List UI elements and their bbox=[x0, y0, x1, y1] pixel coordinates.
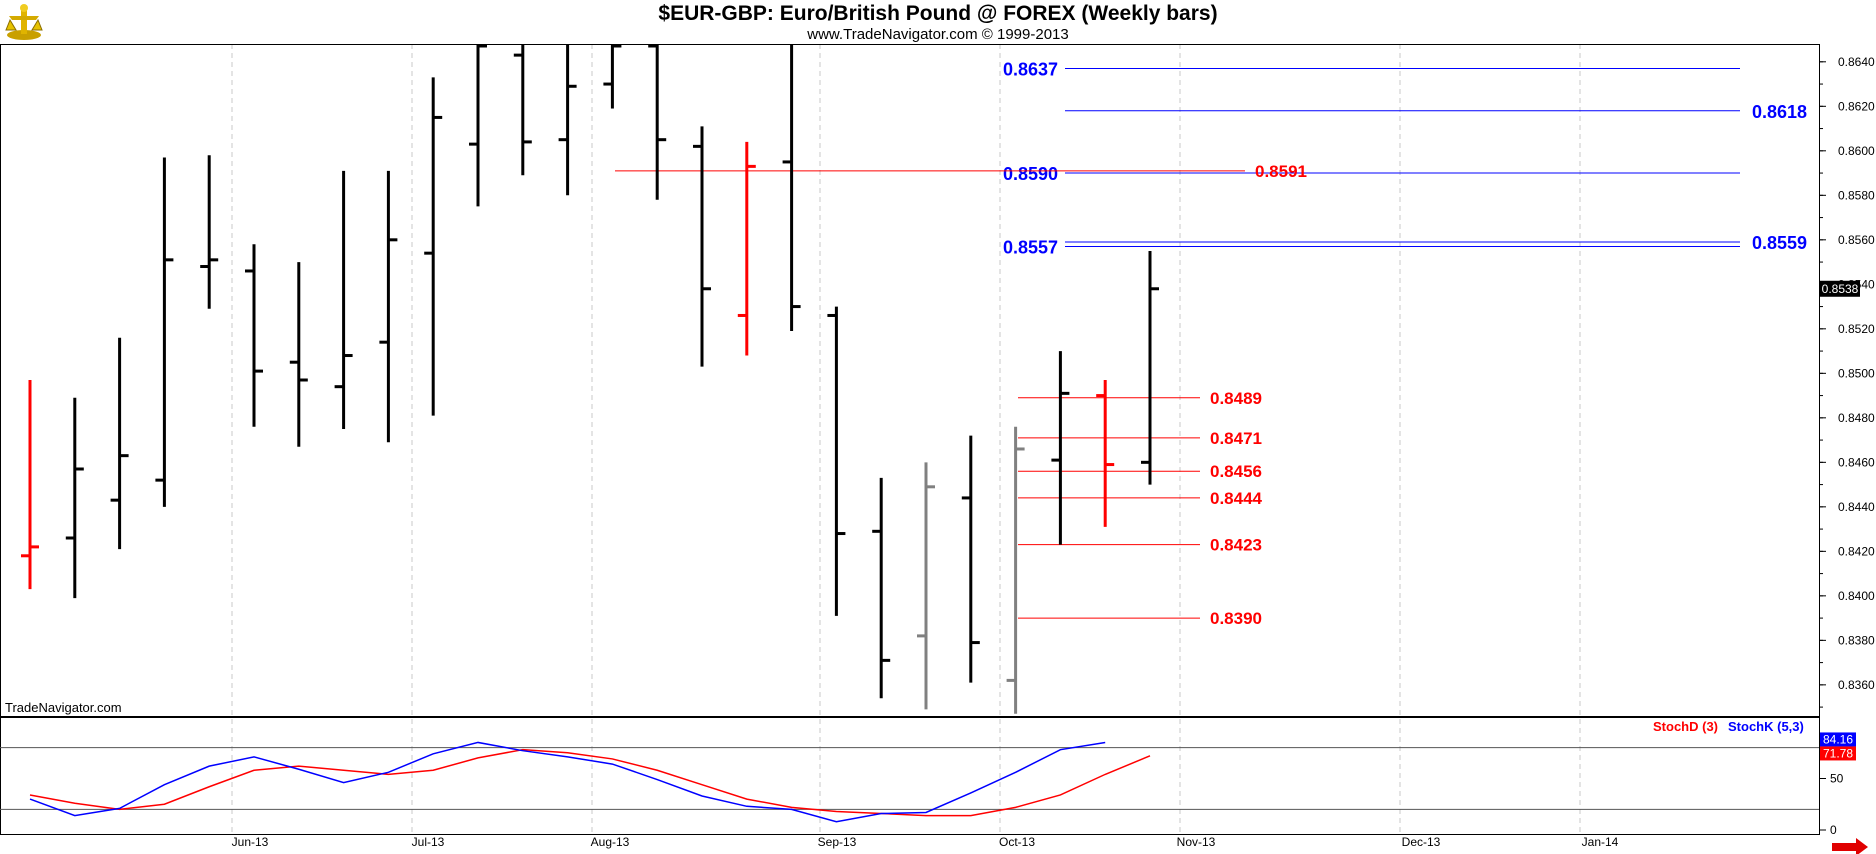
ohlc-bar-2 bbox=[110, 337, 129, 550]
price-tick-label-6: 0.8480 bbox=[1838, 411, 1875, 425]
price-tick-label-3: 0.8420 bbox=[1838, 544, 1875, 558]
red-level-label-6: 0.8390 bbox=[1210, 609, 1262, 628]
ohlc-bar-21 bbox=[961, 435, 980, 683]
ohlc-bar-19 bbox=[872, 477, 891, 699]
current-price-marker bbox=[1820, 280, 1860, 297]
price-tick-label-14: 0.8640 bbox=[1838, 55, 1875, 69]
time-label-5: Nov-13 bbox=[1177, 835, 1216, 849]
price-tick-label-13: 0.8620 bbox=[1838, 99, 1875, 113]
ohlc-bar-5 bbox=[245, 244, 263, 427]
time-axis: Jun-13 Jul-13 Aug-13 Sep-13 Oct-13 Nov-13 Dec-… bbox=[232, 835, 1868, 854]
red-level-label-2: 0.8471 bbox=[1210, 429, 1262, 448]
ohlc-bar-15 bbox=[693, 126, 711, 367]
time-label-0: Jun-13 bbox=[232, 835, 269, 849]
stoch-k-value-badge bbox=[1820, 732, 1856, 747]
price-tick-label-11: 0.8580 bbox=[1838, 188, 1875, 202]
blue-level-label-0: 0.8637 bbox=[1003, 59, 1058, 79]
red-level-label-4: 0.8444 bbox=[1210, 489, 1263, 508]
stoch-tick-label-1: 50 bbox=[1830, 772, 1844, 786]
price-tick-label-2: 0.8400 bbox=[1838, 589, 1875, 603]
red-level-label-0: 0.8591 bbox=[1255, 162, 1307, 181]
ohlc-bar-25 bbox=[1141, 250, 1159, 485]
panel-frames bbox=[0, 44, 1820, 835]
ohlc-bar-6 bbox=[289, 262, 308, 447]
blue-level-label-1: 0.8618 bbox=[1752, 102, 1807, 122]
price-tick-label-8: 0.8520 bbox=[1838, 322, 1875, 336]
price-axis: 0.8360 0.8380 0.8400 0.8420 0.8440 0.8460 0.84… bbox=[1819, 55, 1875, 708]
price-chart: 0.8637 0.8618 0.8590 0.8557 0.8559 0.8591 0.84… bbox=[0, 44, 1875, 854]
ohlc-bar-0 bbox=[21, 380, 39, 590]
price-tick-label-1: 0.8380 bbox=[1838, 633, 1875, 647]
stoch-d-value-label: 71.78 bbox=[1823, 746, 1853, 760]
ohlc-bar-22 bbox=[1006, 426, 1025, 714]
time-label-4: Oct-13 bbox=[999, 835, 1035, 849]
ohlc-bar-14 bbox=[648, 44, 667, 200]
ohlc-bar-20 bbox=[917, 462, 935, 710]
ohlc-bar-17 bbox=[782, 45, 801, 332]
ohlc-bars bbox=[21, 44, 1159, 714]
red-level-label-3: 0.8456 bbox=[1210, 462, 1262, 481]
watermark: TradeNavigator.com bbox=[5, 700, 122, 715]
blue-level-label-4: 0.8559 bbox=[1752, 233, 1807, 253]
level-lines: 0.8637 0.8618 0.8590 0.8557 0.8559 0.8591 0.84… bbox=[615, 59, 1807, 628]
stoch-d-line bbox=[29, 748, 1151, 817]
stoch-d-value-badge bbox=[1820, 746, 1856, 761]
blue-level-label-2: 0.8590 bbox=[1003, 164, 1058, 184]
time-label-2: Aug-13 bbox=[591, 835, 630, 849]
time-label-1: Jul-13 bbox=[412, 835, 445, 849]
ohlc-bar-16 bbox=[737, 141, 756, 356]
red-level-label-5: 0.8423 bbox=[1210, 536, 1262, 555]
ohlc-bar-18 bbox=[827, 306, 846, 616]
scroll-right-arrow-icon[interactable] bbox=[1832, 838, 1868, 854]
price-tick-label-0: 0.8360 bbox=[1838, 678, 1875, 692]
ohlc-bar-3 bbox=[155, 157, 174, 507]
stochastic-panel-frame bbox=[0, 717, 1820, 835]
current-price-label: 0.8538 bbox=[1822, 282, 1859, 296]
chart-subtitle: www.TradeNavigator.com © 1999-2013 bbox=[807, 26, 1069, 43]
stoch-k-legend: StochK (5,3) bbox=[1728, 719, 1804, 734]
ohlc-bar-12 bbox=[558, 45, 577, 196]
price-panel-frame bbox=[0, 44, 1820, 717]
red-level-label-1: 0.8489 bbox=[1210, 389, 1262, 408]
stoch-d-legend: StochD (3) bbox=[1653, 719, 1718, 734]
price-tick-label-5: 0.8460 bbox=[1838, 455, 1875, 469]
price-tick-label-12: 0.8600 bbox=[1838, 144, 1875, 158]
ohlc-bar-11 bbox=[513, 45, 532, 176]
time-label-6: Dec-13 bbox=[1402, 835, 1441, 849]
ohlc-bar-9 bbox=[424, 77, 443, 416]
price-tick-label-4: 0.8440 bbox=[1838, 500, 1875, 514]
ohlc-bar-8 bbox=[379, 170, 398, 443]
ohlc-bar-10 bbox=[469, 44, 487, 207]
ohlc-bar-24 bbox=[1096, 380, 1115, 527]
blue-level-label-3: 0.8557 bbox=[1003, 237, 1058, 257]
price-tick-label-10: 0.8560 bbox=[1838, 233, 1875, 247]
ohlc-bar-4 bbox=[200, 155, 219, 309]
ohlc-bar-1 bbox=[65, 397, 84, 599]
stoch-k-line bbox=[29, 741, 1106, 823]
stoch-k-value-label: 84.16 bbox=[1823, 732, 1853, 746]
trade-navigator-logo-icon bbox=[5, 4, 43, 40]
chart-header: $EUR-GBP: Euro/British Pound @ FOREX (We… bbox=[0, 0, 1876, 44]
time-label-3: Sep-13 bbox=[818, 835, 857, 849]
time-label-7: Jan-14 bbox=[1582, 835, 1619, 849]
grid-lines bbox=[231, 44, 1581, 834]
ohlc-bar-13 bbox=[603, 44, 622, 109]
chart-title: $EUR-GBP: Euro/British Pound @ FOREX (We… bbox=[658, 2, 1218, 25]
ohlc-bar-23 bbox=[1051, 351, 1070, 545]
stoch-tick-label-0: 0 bbox=[1830, 823, 1837, 837]
price-tick-label-7: 0.8500 bbox=[1838, 366, 1875, 380]
ohlc-bar-7 bbox=[334, 170, 353, 429]
